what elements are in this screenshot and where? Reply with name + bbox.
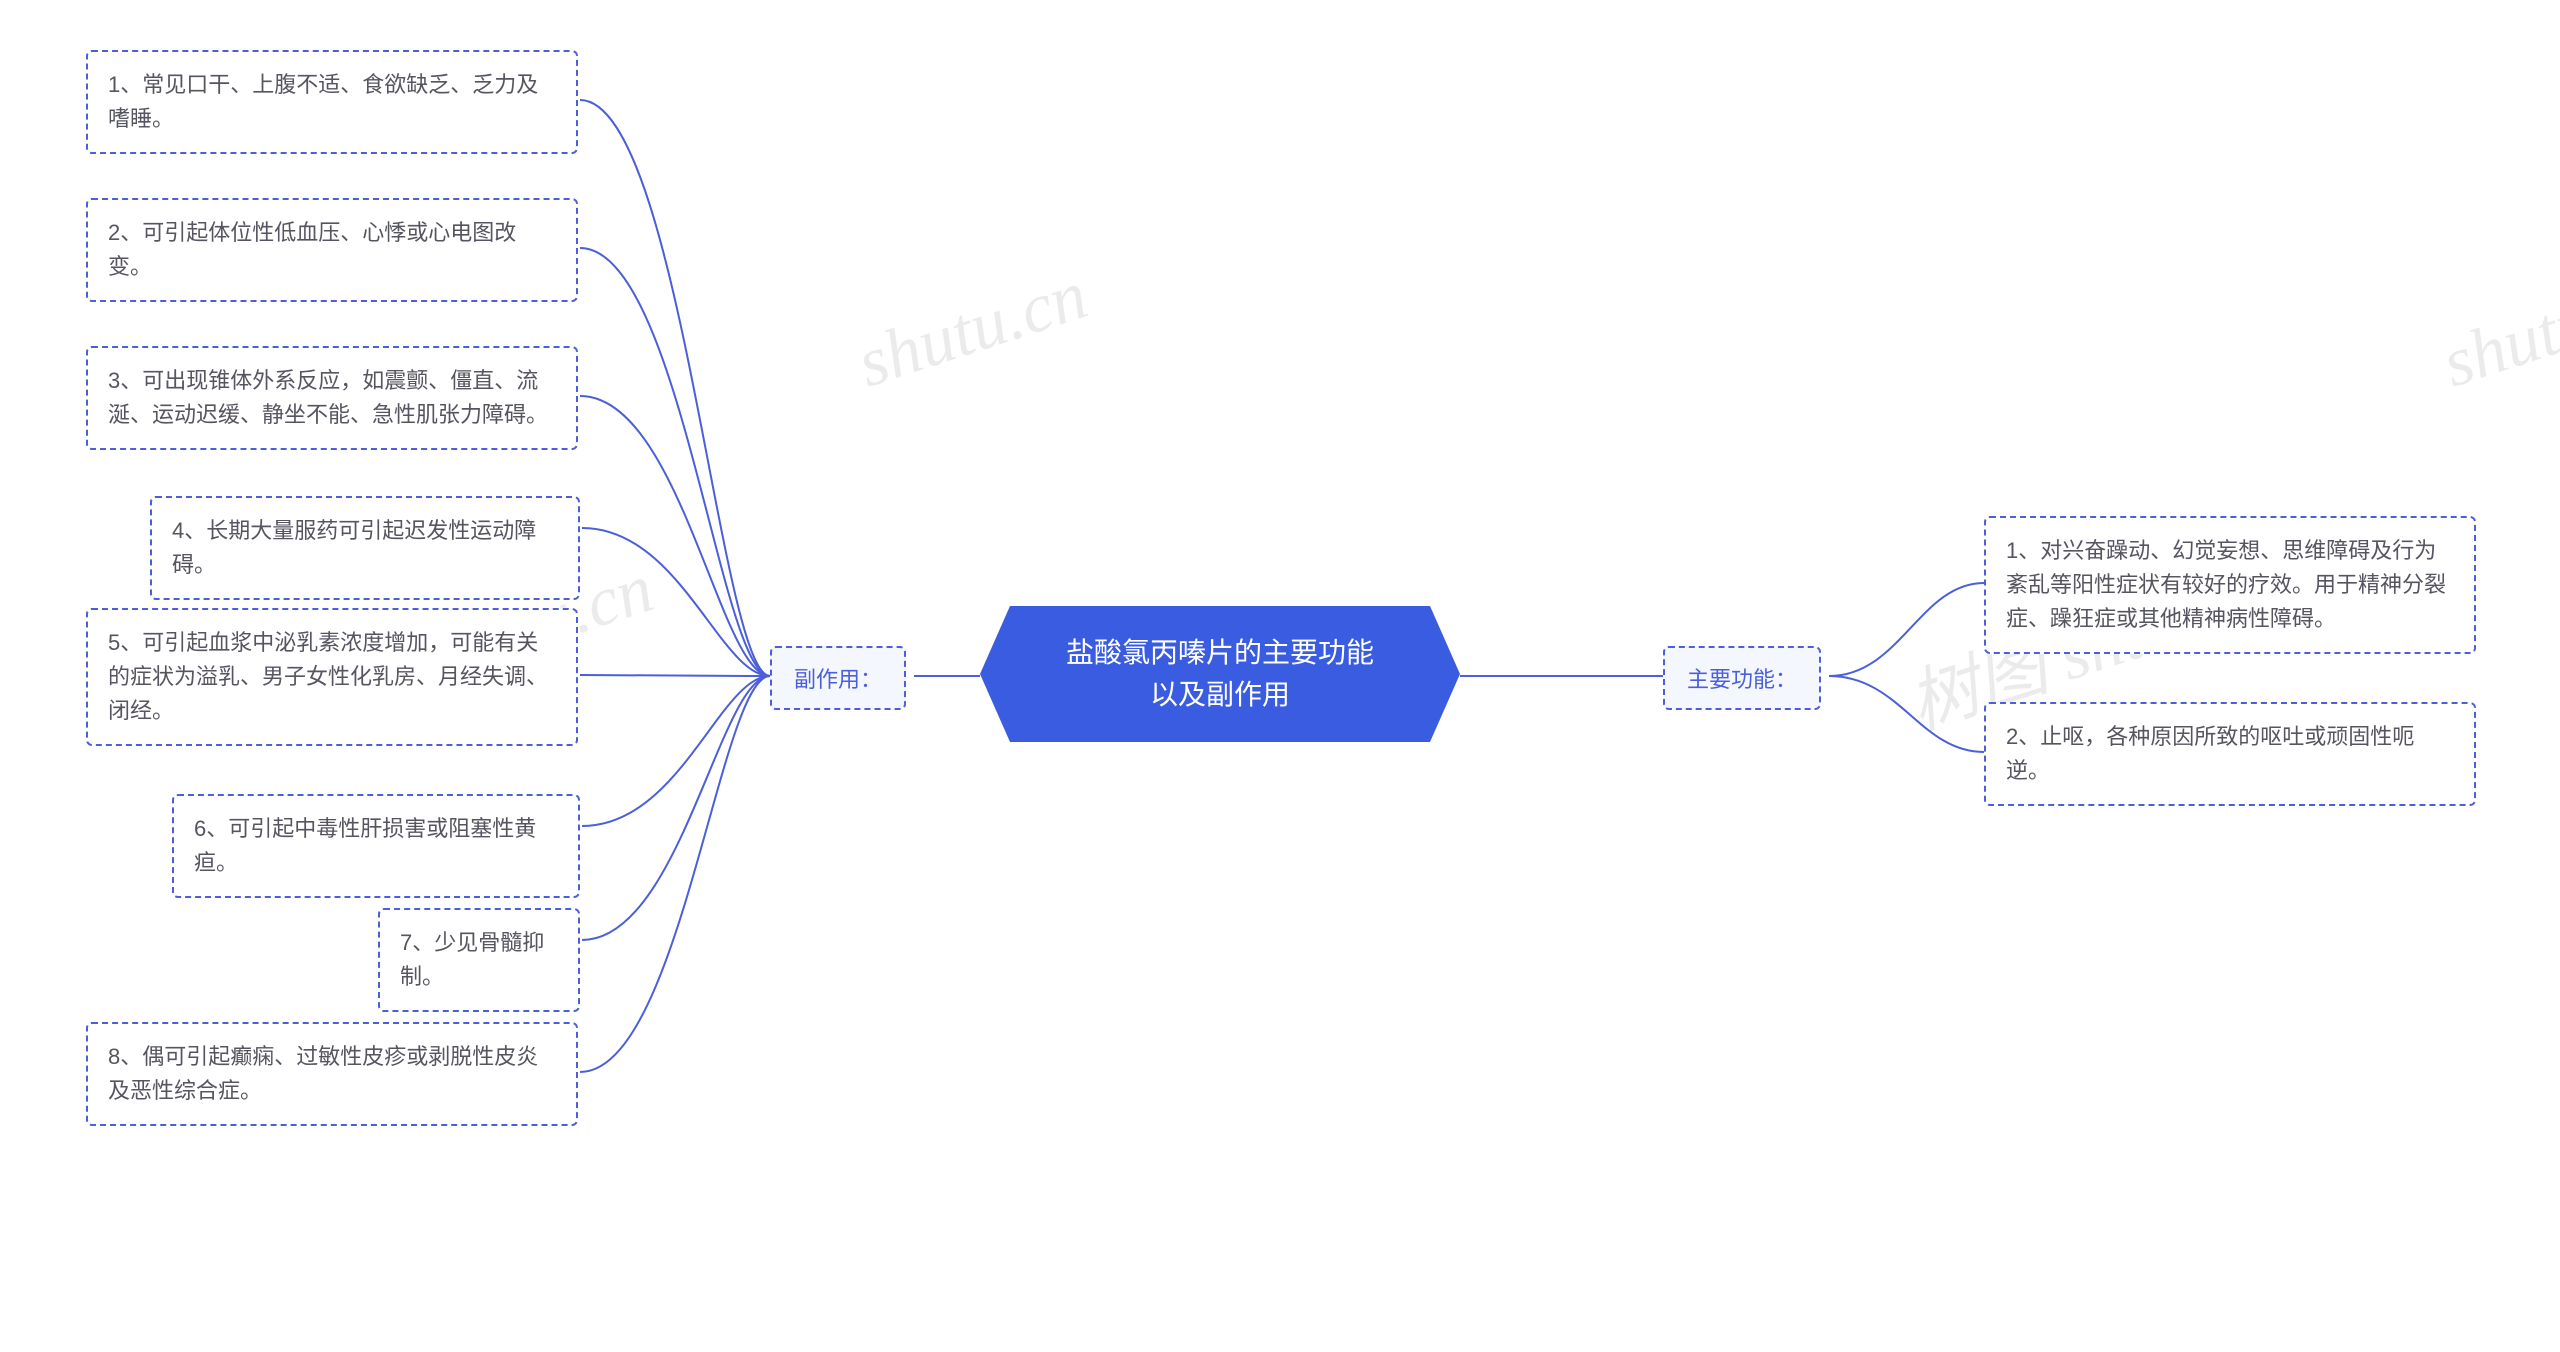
leaf-text: 8、偶可引起癫痫、过敏性皮疹或剥脱性皮炎及恶性综合症。 xyxy=(108,1044,538,1103)
leaf-text: 6、可引起中毒性肝损害或阻塞性黄疸。 xyxy=(194,816,536,875)
leaf-text: 1、对兴奋躁动、幻觉妄想、思维障碍及行为紊乱等阳性症状有较好的疗效。用于精神分裂… xyxy=(2006,538,2446,631)
leaf-side-effect-5[interactable]: 5、可引起血浆中泌乳素浓度增加，可能有关的症状为溢乳、男子女性化乳房、月经失调、… xyxy=(86,608,578,746)
leaf-side-effect-4[interactable]: 4、长期大量服药可引起迟发性运动障碍。 xyxy=(150,496,580,600)
watermark: shutu.cn xyxy=(848,256,1096,405)
leaf-side-effect-3[interactable]: 3、可出现锥体外系反应，如震颤、僵直、流涎、运动迟缓、静坐不能、急性肌张力障碍。 xyxy=(86,346,578,450)
center-title-line1: 盐酸氯丙嗪片的主要功能 xyxy=(1066,637,1374,668)
branch-side-effects[interactable]: 副作用： xyxy=(770,646,906,710)
branch-main-functions[interactable]: 主要功能： xyxy=(1663,646,1821,710)
center-node[interactable]: 盐酸氯丙嗪片的主要功能 以及副作用 xyxy=(980,606,1460,742)
leaf-text: 1、常见口干、上腹不适、食欲缺乏、乏力及嗜睡。 xyxy=(108,72,538,131)
leaf-text: 7、少见骨髓抑制。 xyxy=(400,930,544,989)
leaf-side-effect-2[interactable]: 2、可引起体位性低血压、心悸或心电图改变。 xyxy=(86,198,578,302)
center-title-line2: 以及副作用 xyxy=(1150,679,1290,710)
leaf-text: 2、止呕，各种原因所致的呕吐或顽固性呃逆。 xyxy=(2006,724,2414,783)
leaf-side-effect-1[interactable]: 1、常见口干、上腹不适、食欲缺乏、乏力及嗜睡。 xyxy=(86,50,578,154)
watermark: shutu.cn xyxy=(2433,256,2560,405)
leaf-text: 3、可出现锥体外系反应，如震颤、僵直、流涎、运动迟缓、静坐不能、急性肌张力障碍。 xyxy=(108,368,548,427)
leaf-main-function-2[interactable]: 2、止呕，各种原因所致的呕吐或顽固性呃逆。 xyxy=(1984,702,2476,806)
leaf-side-effect-6[interactable]: 6、可引起中毒性肝损害或阻塞性黄疸。 xyxy=(172,794,580,898)
mindmap-canvas: 树图 shutu.cn shutu.cn 树图 shutu.cn shutu.c… xyxy=(0,0,2560,1352)
leaf-text: 2、可引起体位性低血压、心悸或心电图改变。 xyxy=(108,220,516,279)
leaf-side-effect-8[interactable]: 8、偶可引起癫痫、过敏性皮疹或剥脱性皮炎及恶性综合症。 xyxy=(86,1022,578,1126)
leaf-side-effect-7[interactable]: 7、少见骨髓抑制。 xyxy=(378,908,580,1012)
leaf-text: 4、长期大量服药可引起迟发性运动障碍。 xyxy=(172,518,536,577)
leaf-text: 5、可引起血浆中泌乳素浓度增加，可能有关的症状为溢乳、男子女性化乳房、月经失调、… xyxy=(108,630,548,723)
branch-main-functions-label: 主要功能： xyxy=(1687,667,1797,692)
leaf-main-function-1[interactable]: 1、对兴奋躁动、幻觉妄想、思维障碍及行为紊乱等阳性症状有较好的疗效。用于精神分裂… xyxy=(1984,516,2476,654)
branch-side-effects-label: 副作用： xyxy=(794,667,882,692)
